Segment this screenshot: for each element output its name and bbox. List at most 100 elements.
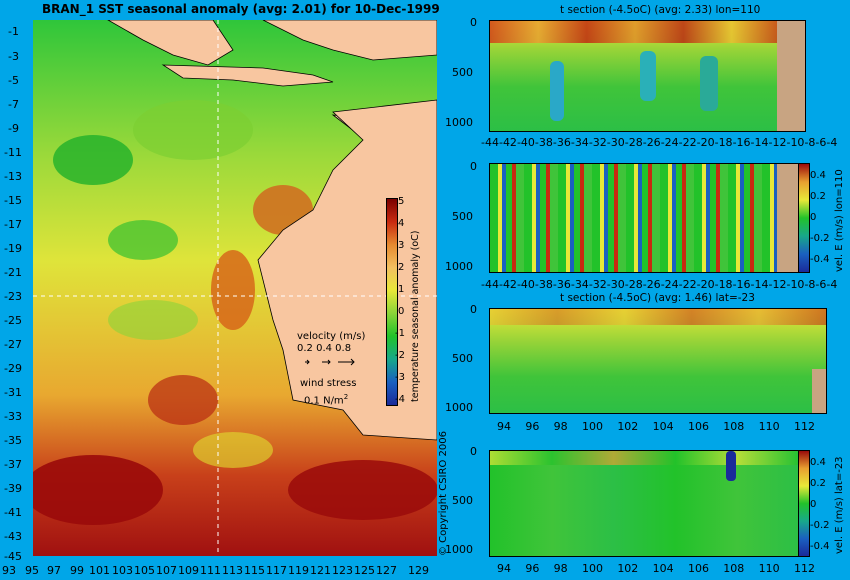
lat-tick: -21 — [4, 266, 22, 279]
panel-4-xticks: 94 96 98 100 102 104 106 108 110 112 — [497, 562, 815, 575]
panel-1-xtick: -6 — [815, 136, 827, 149]
panel-3-plot — [489, 308, 827, 414]
panel-1-ytick: 1000 — [445, 116, 473, 129]
panel-3-xtick: 112 — [793, 420, 815, 433]
panel-2-xtick: -12 — [768, 278, 787, 291]
panel-1-xtick: -14 — [750, 136, 769, 149]
panel-4-ytick: 1000 — [445, 543, 473, 556]
panel-2-ytick: 0 — [470, 160, 477, 173]
lat-tick: -41 — [4, 506, 22, 519]
panel-1-xtick: -34 — [570, 136, 589, 149]
panel-1-xtick: -42 — [498, 136, 517, 149]
panel-2-xtick: -8 — [804, 278, 816, 291]
panel-1-xtick: -22 — [678, 136, 697, 149]
lat-tick: -5 — [8, 74, 19, 87]
lat-tick: -27 — [4, 338, 22, 351]
panel-3-ytick: 1000 — [445, 401, 473, 414]
panel-2-ytick: 500 — [452, 210, 473, 223]
velocity-label: velocity (m/s) — [297, 331, 366, 342]
lat-tick: -25 — [4, 314, 22, 327]
lon-tick: 119 — [288, 564, 309, 577]
lon-tick: 117 — [266, 564, 287, 577]
colorbar-tick: -3 — [395, 372, 405, 383]
panel-2-xtick: -44 — [481, 278, 499, 291]
panel-2-cbar-tick: 0.4 — [810, 170, 826, 181]
panel-2-xtick: -40 — [516, 278, 535, 291]
lon-tick: 125 — [354, 564, 375, 577]
panel-2-cbar-tick: 0.2 — [810, 191, 826, 202]
panel-2-xtick: -14 — [750, 278, 769, 291]
panel-1-xtick: -44 — [481, 136, 499, 149]
lat-tick: -3 — [8, 50, 19, 63]
panel-4-xtick: 98 — [553, 562, 568, 575]
panel-3-title: t section (-4.5oC) (avg: 1.46) lat=-23 — [560, 292, 755, 304]
panel-2-xtick: -20 — [696, 278, 715, 291]
panel-4-xtick: 94 — [497, 562, 511, 575]
panel-1-xtick: -30 — [606, 136, 625, 149]
lat-tick: -7 — [8, 98, 19, 111]
map-colorbar-label: temperature seasonal anomaly (oC) — [410, 230, 421, 402]
panel-1-xtick: -18 — [714, 136, 733, 149]
lon-tick: 113 — [222, 564, 243, 577]
map-colorbar — [386, 198, 398, 406]
lon-tick: 105 — [134, 564, 155, 577]
panel-4-xtick: 100 — [581, 562, 603, 575]
panel-4-xtick: 102 — [617, 562, 639, 575]
lat-tick: -11 — [4, 146, 22, 159]
panel-1-xtick: -26 — [642, 136, 661, 149]
colorbar-tick: 5 — [398, 196, 405, 207]
lat-tick: -17 — [4, 218, 22, 231]
panel-1-ytick: 500 — [452, 66, 473, 79]
panel-3-xticks: 94 96 98 100 102 104 106 108 110 112 — [497, 420, 815, 433]
colorbar-tick: 4 — [398, 218, 405, 229]
panel-4-colorbar — [798, 450, 810, 557]
lon-tick: 99 — [70, 564, 84, 577]
panel-2-plot — [489, 163, 806, 273]
colorbar-tick: -1 — [395, 328, 405, 339]
colorbar-tick: -2 — [395, 350, 405, 361]
wind-stress-scale-text: 0.1 N/m — [304, 395, 344, 407]
panel-1-xtick: -4 — [826, 136, 838, 149]
lat-tick: -19 — [4, 242, 22, 255]
colorbar-tick: 0 — [398, 306, 405, 317]
lat-tick: -37 — [4, 458, 22, 471]
lat-tick: -29 — [4, 362, 22, 375]
panel-1-xtick: -28 — [624, 136, 643, 149]
panel-2-colorbar-label: vel. E (m/s) lon=110 — [834, 169, 845, 272]
panel-1-xtick: -10 — [786, 136, 805, 149]
panel-1-title: t section (-4.5oC) (avg: 2.33) lon=110 — [560, 4, 761, 16]
lon-tick: 123 — [332, 564, 353, 577]
panel-1-xtick: -20 — [696, 136, 715, 149]
panel-3-xtick: 110 — [758, 420, 780, 433]
panel-2-cbar-tick: -0.4 — [810, 254, 830, 265]
panel-2-ytick: 1000 — [445, 260, 473, 273]
lat-tick: -9 — [8, 122, 19, 135]
main-map-plot — [33, 20, 437, 556]
panel-4-xtick: 104 — [652, 562, 674, 575]
panel-2-xtick: -34 — [570, 278, 589, 291]
lon-tick: 93 — [2, 564, 16, 577]
lon-tick: 109 — [178, 564, 199, 577]
lat-tick: -15 — [4, 194, 22, 207]
lat-tick: -43 — [4, 530, 22, 543]
panel-3-xtick: 106 — [687, 420, 709, 433]
lat-tick: -45 — [4, 550, 22, 563]
panel-2-colorbar — [798, 163, 810, 273]
panel-3-xtick: 94 — [497, 420, 511, 433]
colorbar-tick: 1 — [398, 284, 405, 295]
velocity-arrows — [300, 357, 360, 367]
colorbar-tick: 2 — [398, 262, 405, 273]
panel-1-xtick: -16 — [732, 136, 751, 149]
panel-2-cbar-tick: -0.2 — [810, 233, 830, 244]
lon-tick: 103 — [112, 564, 133, 577]
panel-4-ytick: 500 — [452, 494, 473, 507]
panel-2-xtick: -36 — [552, 278, 571, 291]
panel-4-plot — [489, 450, 800, 557]
panel-2-xtick: -4 — [826, 278, 838, 291]
panel-2-cbar-tick: 0 — [810, 212, 817, 223]
anomaly-patches — [33, 100, 437, 525]
lat-tick: -31 — [4, 386, 22, 399]
panel-4-colorbar-label: vel. E (m/s) lat=-23 — [834, 456, 845, 554]
lat-tick: -35 — [4, 434, 22, 447]
panel-2-xtick: -16 — [732, 278, 751, 291]
